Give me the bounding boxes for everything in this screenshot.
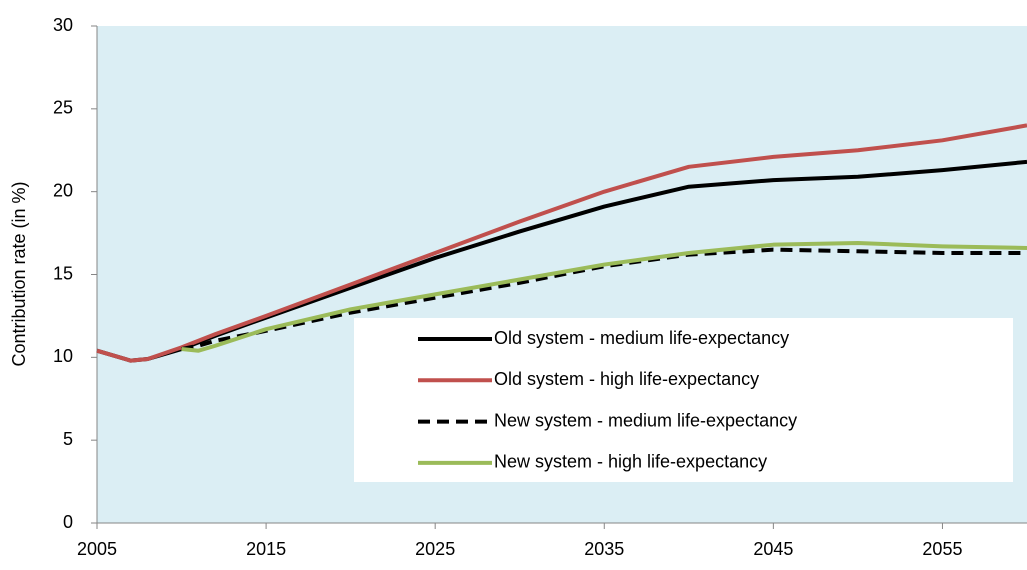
legend-label: Old system - high life-expectancy bbox=[494, 369, 759, 389]
x-tick-label: 2005 bbox=[77, 539, 117, 559]
series-line bbox=[96, 123, 1027, 363]
x-tick-label: 2035 bbox=[584, 539, 624, 559]
y-tick-label: 10 bbox=[53, 346, 73, 366]
y-tick-label: 20 bbox=[53, 180, 73, 200]
y-tick-label: 5 bbox=[63, 429, 73, 449]
series-line bbox=[181, 247, 1027, 352]
x-tick-label: 2015 bbox=[246, 539, 286, 559]
y-tick-label: 30 bbox=[53, 15, 73, 35]
legend: Old system - medium life-expectancy Old s… bbox=[354, 318, 1013, 482]
legend-label: Old system - medium life-expectancy bbox=[494, 328, 789, 348]
legend-box bbox=[354, 318, 1013, 482]
series-line bbox=[181, 241, 1027, 353]
y-tick-label: 15 bbox=[53, 263, 73, 283]
x-tick-label: 2055 bbox=[922, 539, 962, 559]
x-tick-label: 2045 bbox=[753, 539, 793, 559]
x-tick-label: 2025 bbox=[415, 539, 455, 559]
y-tick-label: 25 bbox=[53, 98, 73, 118]
y-tick-label: 0 bbox=[63, 512, 73, 532]
legend-label: New system - medium life-expectancy bbox=[494, 410, 797, 430]
y-axis-label: Contribution rate (in %) bbox=[9, 181, 29, 366]
legend-label: New system - high life-expectancy bbox=[494, 452, 767, 472]
